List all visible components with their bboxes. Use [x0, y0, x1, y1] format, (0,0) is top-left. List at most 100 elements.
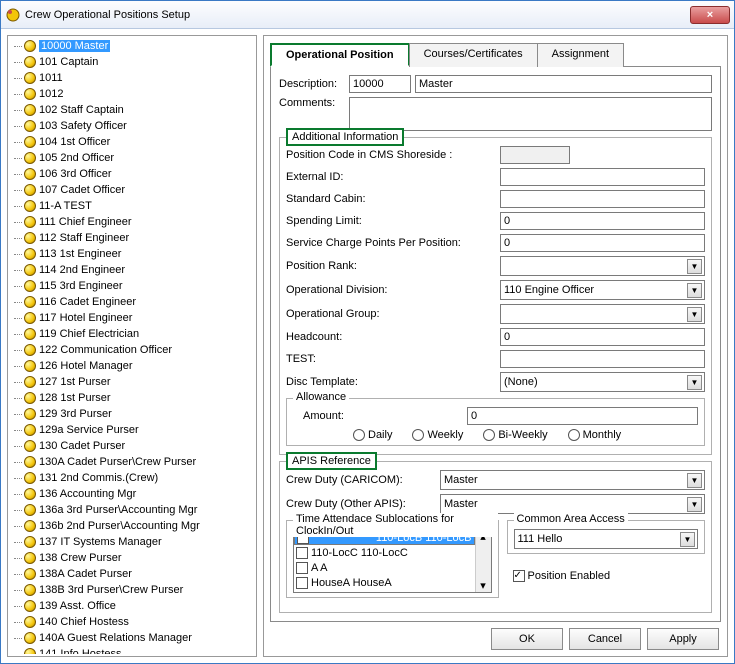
disc-select[interactable]: (None)▼ [500, 372, 705, 392]
freq-option[interactable]: Monthly [568, 429, 622, 441]
tree-item-label: 106 3rd Officer [39, 168, 112, 180]
tree-item-label: 103 Safety Officer [39, 120, 127, 132]
sublocation-label: A A [311, 562, 328, 574]
tree-item[interactable]: 111 Chief Engineer [10, 214, 254, 230]
tree-item[interactable]: 115 3rd Engineer [10, 278, 254, 294]
tree-item[interactable]: 139 Asst. Office [10, 598, 254, 614]
freq-option[interactable]: Bi-Weekly [483, 429, 547, 441]
tree-item-label: 141 Info Hostess [39, 648, 122, 654]
tree-item[interactable]: 106 3rd Officer [10, 166, 254, 182]
position-enabled-row[interactable]: Position Enabled [507, 570, 706, 582]
tree-item[interactable]: 104 1st Officer [10, 134, 254, 150]
freq-option[interactable]: Weekly [412, 429, 463, 441]
tree-item[interactable]: 112 Staff Engineer [10, 230, 254, 246]
cabin-input[interactable] [500, 190, 705, 208]
ok-button[interactable]: OK [491, 628, 563, 650]
tab[interactable]: Assignment [537, 43, 624, 67]
sublocations-list[interactable]: 110-LocB 110-LocB110-LocC 110-LocCA AHou… [293, 529, 492, 593]
tree-item[interactable]: 1012 [10, 86, 254, 102]
tree-item[interactable]: 140A Guest Relations Manager [10, 630, 254, 646]
tree-item[interactable]: 141 Info Hostess [10, 646, 254, 654]
checkbox-icon[interactable] [296, 547, 308, 559]
tree-item[interactable]: 129a Service Purser [10, 422, 254, 438]
tree-item[interactable]: 130 Cadet Purser [10, 438, 254, 454]
tree-item-label: 129 3rd Purser [39, 408, 112, 420]
position-icon [24, 328, 36, 340]
tree-item[interactable]: 103 Safety Officer [10, 118, 254, 134]
tree-item[interactable]: 11-A TEST [10, 198, 254, 214]
tree-item[interactable]: 122 Communication Officer [10, 342, 254, 358]
tree-item[interactable]: 113 1st Engineer [10, 246, 254, 262]
tree-item-label: 115 3rd Engineer [39, 280, 123, 292]
tree-item[interactable]: 1011 [10, 70, 254, 86]
field-row-disc: Disc Template:(None)▼ [286, 372, 705, 392]
rank-select[interactable]: ▼ [500, 256, 705, 276]
tree-item[interactable]: 138 Crew Purser [10, 550, 254, 566]
other-apis-select[interactable]: Master▼ [440, 494, 705, 514]
tab[interactable]: Courses/Certificates [409, 43, 538, 67]
test-input[interactable] [500, 350, 705, 368]
tree-item[interactable]: 136 Accounting Mgr [10, 486, 254, 502]
checkbox-icon[interactable] [296, 577, 308, 589]
tree-item[interactable]: 116 Cadet Engineer [10, 294, 254, 310]
freq-option[interactable]: Daily [353, 429, 392, 441]
tree-item[interactable]: 102 Staff Captain [10, 102, 254, 118]
tree-item[interactable]: 128 1st Purser [10, 390, 254, 406]
checkbox-icon[interactable] [296, 562, 308, 574]
additional-info-section: Additional Information Position Code in … [279, 137, 712, 455]
tree-item[interactable]: 136b 2nd Purser\Accounting Mgr [10, 518, 254, 534]
division-select[interactable]: 110 Engine Officer▼ [500, 280, 705, 300]
tab[interactable]: Operational Position [270, 43, 410, 67]
tree-item[interactable]: 137 IT Systems Manager [10, 534, 254, 550]
position-enabled-checkbox[interactable] [513, 570, 525, 582]
position-icon [24, 152, 36, 164]
position-tree[interactable]: 10000 Master101 Captain10111012102 Staff… [10, 38, 254, 654]
tree-item[interactable]: 127 1st Purser [10, 374, 254, 390]
tree-item[interactable]: 105 2nd Officer [10, 150, 254, 166]
tree-item[interactable]: 10000 Master [10, 38, 254, 54]
tree-item[interactable]: 129 3rd Purser [10, 406, 254, 422]
comments-input[interactable] [349, 97, 712, 131]
tree-item-label: 129a Service Purser [39, 424, 139, 436]
tree-item[interactable]: 136a 3rd Purser\Accounting Mgr [10, 502, 254, 518]
common-area-select[interactable]: 111 Hello▼ [514, 529, 699, 549]
tree-item-label: 138B 3rd Purser\Crew Purser [39, 584, 183, 596]
tree-item[interactable]: 140 Chief Hostess [10, 614, 254, 630]
cms-input[interactable] [500, 146, 570, 164]
comments-row: Comments: [279, 97, 712, 131]
description-code-input[interactable] [349, 75, 411, 93]
radio-icon [568, 429, 580, 441]
tree-item[interactable]: 107 Cadet Officer [10, 182, 254, 198]
tree-item[interactable]: 101 Captain [10, 54, 254, 70]
sublocation-item[interactable]: 110-LocC 110-LocC [294, 545, 475, 560]
group-label: Operational Group: [286, 308, 496, 320]
apply-button[interactable]: Apply [647, 628, 719, 650]
close-button[interactable]: × [690, 6, 730, 24]
sublocation-item[interactable]: HouseA HouseA [294, 575, 475, 590]
tree-item[interactable]: 126 Hotel Manager [10, 358, 254, 374]
cancel-button[interactable]: Cancel [569, 628, 641, 650]
tree-item[interactable]: 131 2nd Commis.(Crew) [10, 470, 254, 486]
sublocation-item[interactable]: A A [294, 560, 475, 575]
scrollbar[interactable]: ▴▾ [475, 530, 491, 592]
spend-input[interactable] [500, 212, 705, 230]
external-input[interactable] [500, 168, 705, 186]
amount-input[interactable] [467, 407, 698, 425]
tree-item[interactable]: 119 Chief Electrician [10, 326, 254, 342]
position-icon [24, 536, 36, 548]
tree-item[interactable]: 138B 3rd Purser\Crew Purser [10, 582, 254, 598]
tree-item[interactable]: 130A Cadet Purser\Crew Purser [10, 454, 254, 470]
headcnt-input[interactable] [500, 328, 705, 346]
scpp-input[interactable] [500, 234, 705, 252]
radio-icon [353, 429, 365, 441]
tree-item[interactable]: 114 2nd Engineer [10, 262, 254, 278]
tree-item-label: 140 Chief Hostess [39, 616, 129, 628]
tree-item[interactable]: 117 Hotel Engineer [10, 310, 254, 326]
position-icon [24, 312, 36, 324]
tree-item[interactable]: 138A Cadet Purser [10, 566, 254, 582]
caricom-select[interactable]: Master▼ [440, 470, 705, 490]
group-select[interactable]: ▼ [500, 304, 705, 324]
chevron-down-icon: ▼ [687, 473, 702, 488]
position-icon [24, 648, 36, 654]
description-name-input[interactable] [415, 75, 712, 93]
